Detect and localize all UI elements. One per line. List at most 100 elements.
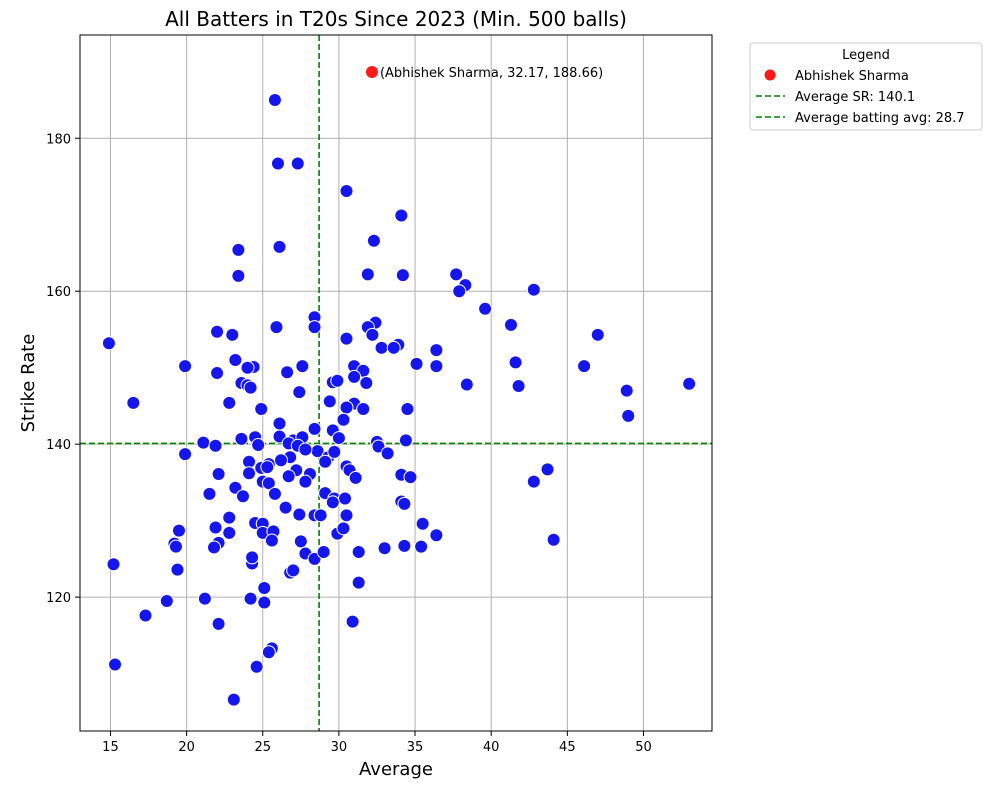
data-point (330, 373, 345, 388)
x-axis-label: Average (359, 759, 433, 780)
data-point (269, 320, 284, 335)
data-point (449, 267, 464, 282)
data-point (254, 402, 269, 417)
legend-item-avg-batting: Average batting avg: 28.7 (795, 111, 965, 126)
data-point (225, 327, 240, 342)
data-point (511, 379, 526, 394)
data-point (234, 431, 249, 446)
chart-title: All Batters in T20s Since 2023 (Min. 500… (165, 7, 627, 31)
data-point (397, 496, 412, 511)
data-point (126, 395, 141, 410)
data-point (196, 435, 211, 450)
data-point (231, 268, 246, 283)
data-point (403, 470, 418, 485)
data-point (245, 550, 260, 565)
y-tick-label: 140 (46, 438, 71, 453)
data-point (360, 267, 375, 282)
data-point (508, 355, 523, 370)
data-point (374, 340, 389, 355)
highlight-point (364, 65, 379, 80)
data-point (526, 282, 541, 297)
data-point (251, 437, 266, 452)
data-point (619, 383, 634, 398)
data-point (240, 360, 255, 375)
data-point (267, 93, 282, 108)
data-point (386, 340, 401, 355)
data-point (178, 447, 193, 462)
data-point (222, 395, 237, 410)
x-tick-label: 15 (102, 740, 119, 755)
data-point (208, 520, 223, 535)
data-point (380, 446, 395, 461)
data-point (621, 408, 636, 423)
x-tick-labels: 15 20 25 30 35 40 45 50 (102, 731, 652, 755)
data-point (546, 532, 561, 547)
data-point (211, 616, 226, 631)
x-tick-label: 20 (178, 740, 195, 755)
data-point (397, 538, 412, 553)
data-point (222, 525, 237, 540)
data-point (394, 208, 409, 223)
data-point (351, 545, 366, 560)
data-point (322, 394, 337, 409)
data-point (351, 575, 366, 590)
data-point (101, 336, 116, 351)
data-point (286, 563, 301, 578)
reference-lines (80, 35, 712, 731)
data-point (243, 591, 258, 606)
data-point (414, 539, 429, 554)
data-point (429, 528, 444, 543)
x-tick-label: 30 (331, 740, 348, 755)
data-point (231, 242, 246, 257)
data-point (280, 365, 295, 380)
data-point (318, 454, 333, 469)
legend-box (749, 42, 983, 131)
data-points (101, 93, 697, 707)
data-point (278, 500, 293, 515)
data-point (242, 466, 257, 481)
data-point (526, 474, 541, 489)
x-tick-label: 50 (635, 740, 652, 755)
data-point (261, 476, 276, 491)
data-point (415, 516, 430, 531)
data-point (347, 369, 362, 384)
data-point (345, 614, 360, 629)
data-point (365, 327, 380, 342)
data-point (257, 580, 272, 595)
legend-title: Legend (842, 48, 890, 63)
highlight-point-group: (Abhishek Sharma, 32.17, 188.66) (364, 65, 603, 81)
x-tick-label: 45 (559, 740, 576, 755)
data-point (366, 233, 381, 248)
data-point (377, 541, 392, 556)
data-point (503, 317, 518, 332)
data-point (400, 402, 415, 417)
data-point (257, 595, 272, 610)
data-point (337, 491, 352, 506)
data-point (409, 356, 424, 371)
data-point (202, 486, 217, 501)
data-point (577, 359, 592, 374)
data-point (452, 284, 467, 299)
data-point (260, 460, 275, 475)
data-point (207, 540, 222, 555)
y-axis-label: Strike Rate (18, 334, 39, 433)
data-point (171, 523, 186, 538)
plot-frame (79, 34, 713, 732)
data-point (339, 184, 354, 199)
data-point (290, 156, 305, 171)
data-point (178, 359, 193, 374)
data-point (339, 400, 354, 415)
data-point (459, 377, 474, 392)
data-point (170, 562, 185, 577)
data-point (210, 366, 225, 381)
y-tick-label: 160 (46, 285, 71, 300)
data-point (222, 510, 237, 525)
data-point (274, 453, 289, 468)
data-point (228, 353, 243, 368)
data-point (261, 645, 276, 660)
data-point (356, 402, 371, 417)
data-point (298, 474, 313, 489)
data-point (208, 438, 223, 453)
legend-item-avg-sr: Average SR: 140.1 (795, 90, 915, 105)
data-point (281, 469, 296, 484)
